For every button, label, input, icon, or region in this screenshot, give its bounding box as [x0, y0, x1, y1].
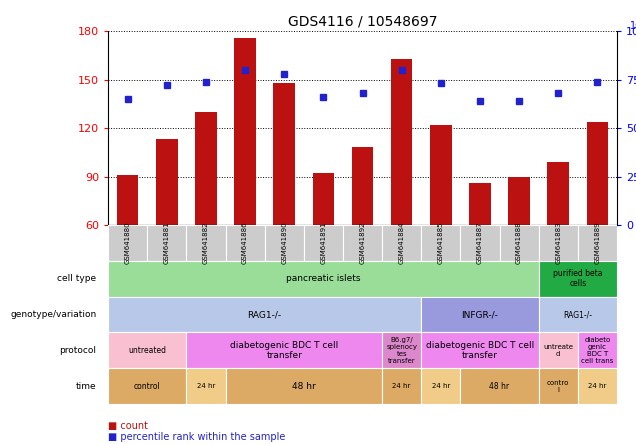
Text: untreated: untreated	[128, 346, 166, 355]
Text: GSM641889: GSM641889	[595, 222, 600, 264]
Text: GSM641892: GSM641892	[359, 222, 366, 264]
Bar	[460, 225, 499, 261]
Text: RAG1-/-: RAG1-/-	[563, 310, 592, 319]
Text: GSM641883: GSM641883	[555, 222, 561, 264]
Text: diabetogenic BDC T cell
transfer: diabetogenic BDC T cell transfer	[426, 341, 534, 360]
Bar	[108, 297, 421, 333]
Bar	[108, 225, 148, 261]
Text: B6.g7/
splenocy
tes
transfer: B6.g7/ splenocy tes transfer	[386, 337, 417, 364]
Text: contro
l: contro l	[547, 380, 569, 392]
Bar	[108, 333, 186, 368]
Text: time: time	[76, 382, 97, 391]
Bar	[186, 225, 226, 261]
Text: GSM641881: GSM641881	[164, 222, 170, 264]
Bar	[539, 333, 577, 368]
Text: 24 hr: 24 hr	[432, 383, 450, 389]
Text: GSM641885: GSM641885	[438, 222, 444, 264]
Bar	[265, 225, 304, 261]
Bar	[469, 183, 491, 225]
Bar	[186, 333, 382, 368]
Text: control: control	[134, 382, 161, 391]
Bar	[577, 333, 617, 368]
Text: diabetogenic BDC T cell
transfer: diabetogenic BDC T cell transfer	[230, 341, 338, 360]
Text: pancreatic islets: pancreatic islets	[286, 274, 361, 283]
Text: GSM641880: GSM641880	[125, 222, 130, 264]
Bar	[226, 368, 382, 404]
Text: diabeto
genic
BDC T
cell trans: diabeto genic BDC T cell trans	[581, 337, 614, 364]
Bar	[343, 225, 382, 261]
Bar	[539, 297, 617, 333]
Bar	[273, 83, 295, 225]
Text: genotype/variation: genotype/variation	[10, 310, 97, 319]
Bar	[234, 38, 256, 225]
Text: 24 hr: 24 hr	[588, 383, 607, 389]
Bar	[108, 261, 539, 297]
Bar	[391, 59, 412, 225]
Bar	[499, 225, 539, 261]
Bar	[539, 261, 617, 297]
Text: INFGR-/-: INFGR-/-	[462, 310, 499, 319]
Text: RAG1-/-: RAG1-/-	[247, 310, 282, 319]
Text: GSM641886: GSM641886	[242, 222, 248, 264]
Bar	[117, 175, 139, 225]
Text: ■ percentile rank within the sample: ■ percentile rank within the sample	[108, 432, 286, 442]
Text: GSM641882: GSM641882	[203, 222, 209, 264]
Bar	[382, 225, 421, 261]
Bar	[421, 368, 460, 404]
Bar	[226, 225, 265, 261]
Bar	[156, 139, 177, 225]
Bar	[382, 333, 421, 368]
Bar	[577, 225, 617, 261]
Bar	[195, 112, 217, 225]
Text: GSM641891: GSM641891	[321, 222, 326, 264]
Text: ■ count: ■ count	[108, 420, 148, 431]
Text: GSM641884: GSM641884	[399, 222, 404, 264]
Bar	[382, 368, 421, 404]
Bar	[430, 125, 452, 225]
Text: 48 hr: 48 hr	[490, 382, 509, 391]
Text: untreate
d: untreate d	[543, 344, 573, 357]
Text: GSM641888: GSM641888	[516, 222, 522, 264]
Bar	[539, 368, 577, 404]
Bar	[313, 173, 334, 225]
Bar	[586, 122, 608, 225]
Text: cell type: cell type	[57, 274, 97, 283]
Text: 24 hr: 24 hr	[392, 383, 411, 389]
Bar	[421, 297, 539, 333]
Title: GDS4116 / 10548697: GDS4116 / 10548697	[287, 15, 438, 28]
Text: purified beta
cells: purified beta cells	[553, 269, 602, 289]
Bar	[352, 147, 373, 225]
Bar	[577, 368, 617, 404]
Bar	[421, 333, 539, 368]
Text: 48 hr: 48 hr	[292, 382, 315, 391]
Text: GSM641887: GSM641887	[477, 222, 483, 264]
Text: protocol: protocol	[59, 346, 97, 355]
Bar	[148, 225, 186, 261]
Bar	[508, 177, 530, 225]
Bar	[539, 225, 577, 261]
Text: GSM641890: GSM641890	[281, 222, 287, 264]
Bar	[186, 368, 226, 404]
Bar	[460, 368, 539, 404]
Text: 100%: 100%	[630, 21, 636, 31]
Bar	[304, 225, 343, 261]
Bar	[421, 225, 460, 261]
Text: 24 hr: 24 hr	[197, 383, 215, 389]
Bar	[108, 368, 186, 404]
Bar	[548, 162, 569, 225]
